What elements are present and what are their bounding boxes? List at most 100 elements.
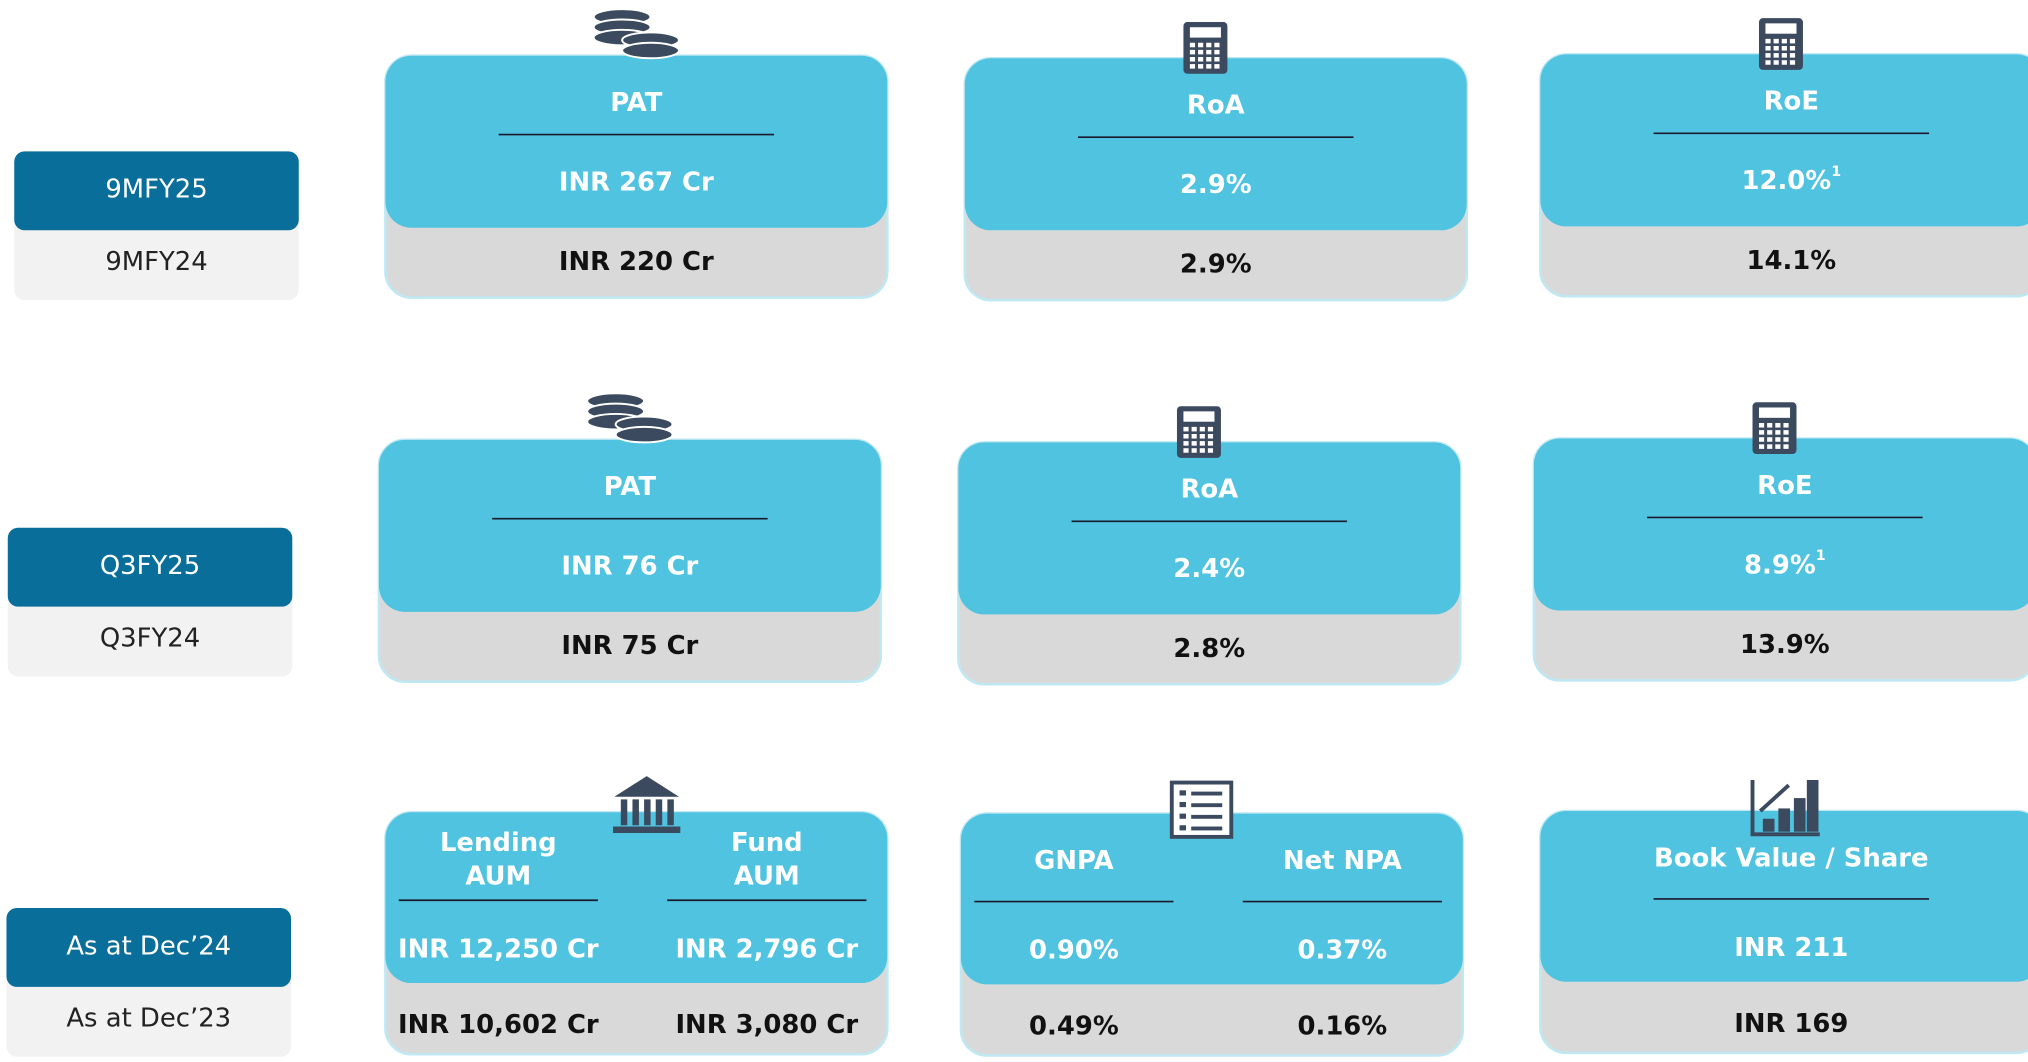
icon-coins (592, 8, 680, 60)
metric-previous: INR 3,080 Cr (675, 1010, 858, 1040)
metric-title: GNPA (1034, 846, 1113, 876)
metric-previous: INR 169 (1734, 1009, 1848, 1039)
metric-current: 2.9% (1180, 170, 1252, 200)
calc-key (1781, 60, 1787, 65)
metric-previous: 0.49% (1029, 1012, 1119, 1042)
calc-key (1775, 430, 1781, 435)
calc-key (1189, 49, 1196, 55)
chart-bar (1762, 818, 1775, 832)
period-previous: As at Dec’23 (66, 1004, 231, 1034)
calc-key (1189, 64, 1196, 69)
coin (614, 425, 674, 444)
icon-calc (1183, 22, 1228, 74)
calc-key (1183, 426, 1189, 432)
metric-title: PAT (610, 88, 663, 118)
list-tick (1179, 813, 1187, 819)
metric-current: INR 2,796 Cr (675, 934, 858, 964)
metric-previous: 0.16% (1298, 1012, 1388, 1042)
current-value: 8.9% (1744, 550, 1816, 580)
coin (621, 41, 680, 60)
chart-axis (1750, 779, 1820, 837)
period-current-box (7, 527, 293, 607)
calc-key (1191, 433, 1197, 439)
card-top (960, 813, 1463, 985)
icon-calc (1758, 18, 1803, 70)
calc-key (1765, 45, 1771, 51)
metric-previous: 2.8% (1173, 634, 1245, 664)
metric-previous: 13.9% (1740, 630, 1830, 660)
calc-key (1189, 42, 1196, 48)
calc-key (1206, 49, 1212, 55)
calc-key (1214, 56, 1220, 62)
calc-key (1765, 38, 1771, 44)
calc-key (1206, 56, 1212, 62)
calc-key (1189, 56, 1196, 62)
current-value: INR 12,250 Cr (398, 934, 599, 964)
metric-title: RoA (1180, 475, 1238, 505)
calc-key (1214, 42, 1220, 48)
calc-key (1775, 444, 1781, 449)
chart-bar (1793, 798, 1806, 832)
current-value: INR 2,796 Cr (675, 934, 858, 964)
calc-key (1783, 430, 1789, 435)
calc-key (1207, 433, 1214, 439)
list-line (1191, 826, 1223, 831)
current-value: 2.9% (1180, 170, 1252, 200)
metric-title: AUM (734, 861, 800, 891)
calc-key (1191, 441, 1197, 446)
current-value: 2.4% (1173, 554, 1245, 584)
calc-key (1758, 430, 1765, 435)
period-current: Q3FY25 (100, 551, 200, 581)
calc-key (1773, 38, 1779, 44)
period-current: As at Dec’24 (66, 931, 231, 961)
card-top (964, 58, 1467, 231)
calc-key (1789, 45, 1796, 51)
period-previous-box (7, 592, 293, 677)
calc-key (1198, 49, 1204, 55)
metric-title: RoE (1764, 87, 1819, 117)
list-line (1191, 814, 1223, 819)
metric-current: INR 12,250 Cr (398, 934, 599, 964)
calc-key (1767, 444, 1773, 449)
chart-bar (1806, 779, 1819, 832)
calc-key (1183, 433, 1189, 439)
bank-roof (614, 776, 680, 797)
calc-key (1767, 437, 1773, 442)
calc-key (1198, 42, 1204, 48)
calc-key (1191, 448, 1197, 453)
card-top (958, 442, 1461, 615)
bank-col (620, 799, 628, 826)
metric-previous: INR 75 Cr (561, 631, 698, 661)
icon-calc (1176, 406, 1221, 458)
metric-current: 12.0%1 (1742, 164, 1842, 196)
bank-col (655, 799, 663, 826)
calc-key (1198, 64, 1204, 69)
calc-key (1773, 60, 1779, 65)
metric-previous: 2.9% (1180, 250, 1252, 280)
calc-key (1765, 60, 1771, 65)
calc-key (1199, 426, 1205, 432)
list-tick (1179, 825, 1187, 831)
calc-key (1781, 38, 1787, 44)
calc-key (1206, 42, 1212, 48)
calc-key (1207, 448, 1214, 453)
calc-key (1767, 423, 1773, 428)
calc-key (1783, 444, 1789, 449)
metric-current: INR 76 Cr (561, 551, 698, 581)
calc-screen (1183, 411, 1215, 422)
chart-arrow (1758, 783, 1791, 813)
calc-key (1783, 423, 1789, 428)
calc-key (1781, 45, 1787, 51)
list-tick (1179, 790, 1187, 796)
metric-current: INR 211 (1734, 933, 1848, 963)
metric-title: Lending (440, 828, 557, 858)
current-value: 0.37% (1298, 935, 1388, 965)
metric-previous: INR 10,602 Cr (398, 1010, 599, 1040)
calc-key (1207, 426, 1214, 432)
card-top (1540, 54, 2028, 227)
metric-title: Book Value / Share (1654, 843, 1929, 873)
current-value: INR 267 Cr (559, 167, 714, 197)
period-current-box (14, 151, 299, 231)
calc-key (1183, 448, 1189, 453)
period-previous-box (14, 216, 299, 301)
